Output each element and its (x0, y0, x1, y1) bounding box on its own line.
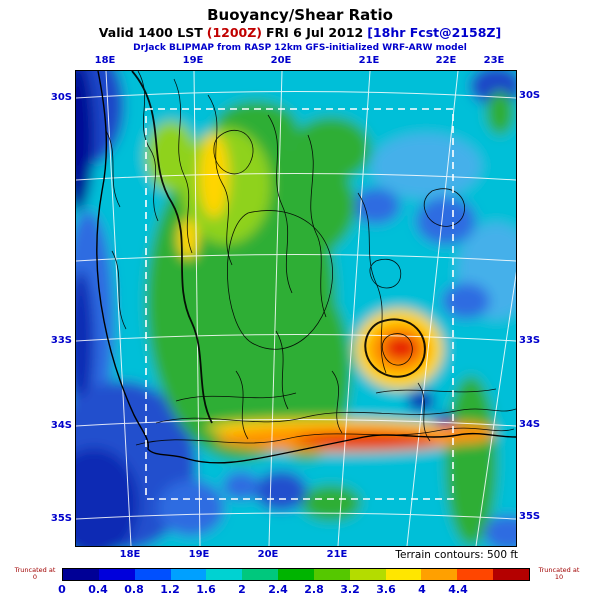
lon-label-top: 20E (270, 55, 292, 66)
colorbar-segment (457, 569, 494, 580)
valid-time-line: Valid 1400 LST (1200Z) FRI 6 Jul 2012 [18hr… (0, 25, 600, 40)
colorbar-segment (349, 569, 386, 580)
colorbar-segment (278, 569, 314, 580)
chart-title: Buoyancy/Shear Ratio (207, 6, 393, 24)
graticule-layer (76, 71, 516, 546)
map-plot (76, 71, 516, 546)
colorbar-segment (421, 569, 458, 580)
colorbar-tick: 2.4 (268, 583, 288, 596)
lat-label-right: 34S (519, 419, 541, 430)
colorbar-truncation-right: Truncated at 10 (538, 566, 580, 581)
colorbar-tick: 0.4 (88, 583, 108, 596)
colorbar-tick: 0 (58, 583, 66, 596)
colorbar-tick: 2 (238, 583, 246, 596)
lon-label-bottom: 18E (119, 549, 141, 560)
lon-label-bottom: 21E (326, 549, 348, 560)
forecast-hour: [18hr Fcst@2158Z] (367, 25, 502, 40)
colorbar-segment (206, 569, 243, 580)
lon-label-bottom: 20E (257, 549, 279, 560)
lon-label-top: 22E (435, 55, 457, 66)
map-panel (75, 70, 517, 547)
colorbar-segment (493, 569, 529, 580)
colorbar-segment (98, 569, 135, 580)
colorbar-segment (242, 569, 279, 580)
colorbar-tick: 3.6 (376, 583, 396, 596)
lon-label-top: 18E (94, 55, 116, 66)
lat-label-right: 30S (519, 90, 541, 101)
lat-label-left: 35S (50, 513, 72, 524)
colorbar-tick: 4 (418, 583, 426, 596)
colorbar-truncation-left: Truncated at 0 (14, 566, 56, 581)
colorbar-tick: 2.8 (304, 583, 324, 596)
colorbar-tick: 3.2 (340, 583, 360, 596)
colorbar-segment (134, 569, 171, 580)
colorbar-segment (170, 569, 207, 580)
lat-label-right: 35S (519, 511, 541, 522)
lat-label-right: 33S (519, 335, 541, 346)
lon-label-top: 21E (358, 55, 380, 66)
valid-time: Valid 1400 LST (98, 25, 203, 40)
zulu-time: (1200Z) (206, 25, 263, 40)
colorbar-ticks: 0 0.4 0.8 1.2 1.6 2 2.4 2.8 3.2 3.6 4 4.4 (58, 583, 536, 597)
lat-label-left: 30S (50, 92, 72, 103)
lon-label-top: 19E (182, 55, 204, 66)
model-attribution-line: DrJack BLIPMAP from RASP 12km GFS-initia… (133, 43, 467, 53)
colorbar-tick: 4.4 (448, 583, 468, 596)
lon-label-bottom: 19E (188, 549, 210, 560)
lat-label-left: 33S (50, 335, 72, 346)
colorbar-tick: 0.8 (124, 583, 144, 596)
lat-label-left: 34S (50, 420, 72, 431)
valid-date: FRI 6 Jul 2012 (266, 25, 364, 40)
lon-label-top: 23E (483, 55, 505, 66)
coastline (96, 71, 516, 464)
colorbar-tick: 1.2 (160, 583, 180, 596)
colorbar-segments (62, 568, 530, 581)
colorbar-segment (385, 569, 422, 580)
terrain-contour-note: Terrain contours: 500 ft (395, 549, 518, 561)
terrain-contour-layer (105, 71, 516, 446)
colorbar-tick: 1.6 (196, 583, 216, 596)
colorbar-segment (63, 569, 99, 580)
field-layer (76, 71, 516, 546)
colorbar-segment (313, 569, 350, 580)
